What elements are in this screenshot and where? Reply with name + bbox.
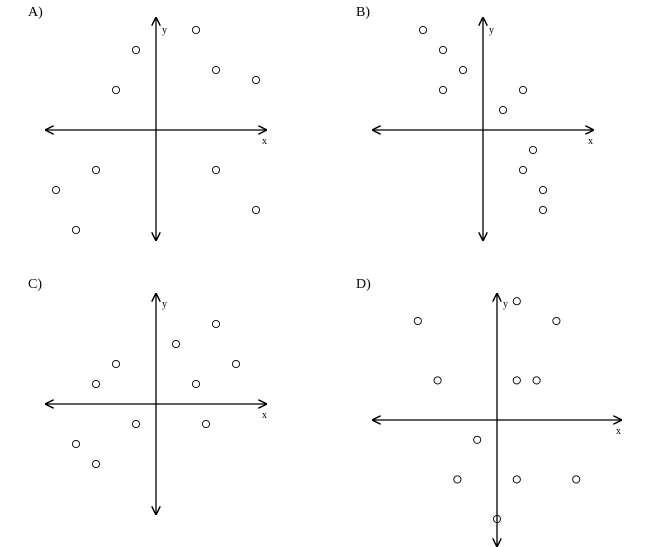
data-point bbox=[191, 25, 201, 35]
data-point bbox=[91, 379, 101, 389]
data-point bbox=[91, 459, 101, 469]
panel-label: A) bbox=[28, 5, 43, 20]
y-axis-label: y bbox=[162, 25, 167, 36]
data-point bbox=[418, 25, 428, 35]
x-axis-label: x bbox=[262, 136, 267, 147]
data-point bbox=[171, 339, 181, 349]
data-point bbox=[211, 65, 221, 75]
data-point bbox=[492, 514, 502, 524]
y-axis-label: y bbox=[503, 299, 508, 310]
x-axis-label: x bbox=[262, 410, 267, 421]
data-point bbox=[473, 435, 482, 444]
data-point bbox=[91, 165, 101, 175]
scatter-panel: A) x y bbox=[28, 5, 267, 240]
data-point bbox=[191, 379, 201, 389]
data-point bbox=[71, 225, 81, 235]
scatter-panel: D) x y bbox=[356, 277, 621, 546]
data-point bbox=[51, 185, 61, 195]
data-point bbox=[453, 475, 462, 484]
data-point bbox=[231, 359, 241, 369]
data-point bbox=[211, 319, 221, 329]
data-point bbox=[458, 65, 468, 75]
data-point bbox=[512, 297, 521, 306]
x-axis-label: x bbox=[616, 426, 621, 437]
data-point bbox=[528, 145, 538, 155]
data-point bbox=[131, 45, 141, 55]
data-point bbox=[111, 359, 121, 369]
panel-label: C) bbox=[28, 277, 42, 292]
panel-label: D) bbox=[356, 277, 371, 292]
data-point bbox=[538, 205, 548, 215]
scatter-panel: B) x y bbox=[356, 5, 593, 240]
data-point bbox=[413, 316, 422, 326]
data-point bbox=[538, 185, 548, 195]
y-axis-label: y bbox=[489, 25, 494, 36]
data-point bbox=[498, 105, 508, 115]
data-point bbox=[518, 85, 528, 95]
data-point bbox=[552, 316, 561, 326]
panels: A) x y B) x y C) x y D) x y bbox=[28, 5, 621, 546]
data-point bbox=[131, 419, 141, 429]
data-point bbox=[201, 419, 211, 429]
data-point bbox=[512, 376, 521, 385]
x-axis-label: x bbox=[588, 136, 593, 147]
data-point bbox=[251, 205, 261, 215]
data-point bbox=[251, 75, 261, 85]
scatter-panel: C) x y bbox=[28, 277, 267, 514]
panel-label: B) bbox=[356, 5, 370, 20]
y-axis-label: y bbox=[162, 299, 167, 310]
data-point bbox=[433, 376, 442, 385]
data-point bbox=[518, 165, 528, 175]
data-point bbox=[532, 376, 541, 385]
data-point bbox=[111, 85, 121, 95]
data-point bbox=[438, 45, 448, 55]
data-point bbox=[512, 475, 521, 484]
data-point bbox=[211, 165, 221, 175]
data-point bbox=[572, 475, 581, 484]
data-point bbox=[438, 85, 448, 95]
data-point bbox=[71, 439, 81, 449]
